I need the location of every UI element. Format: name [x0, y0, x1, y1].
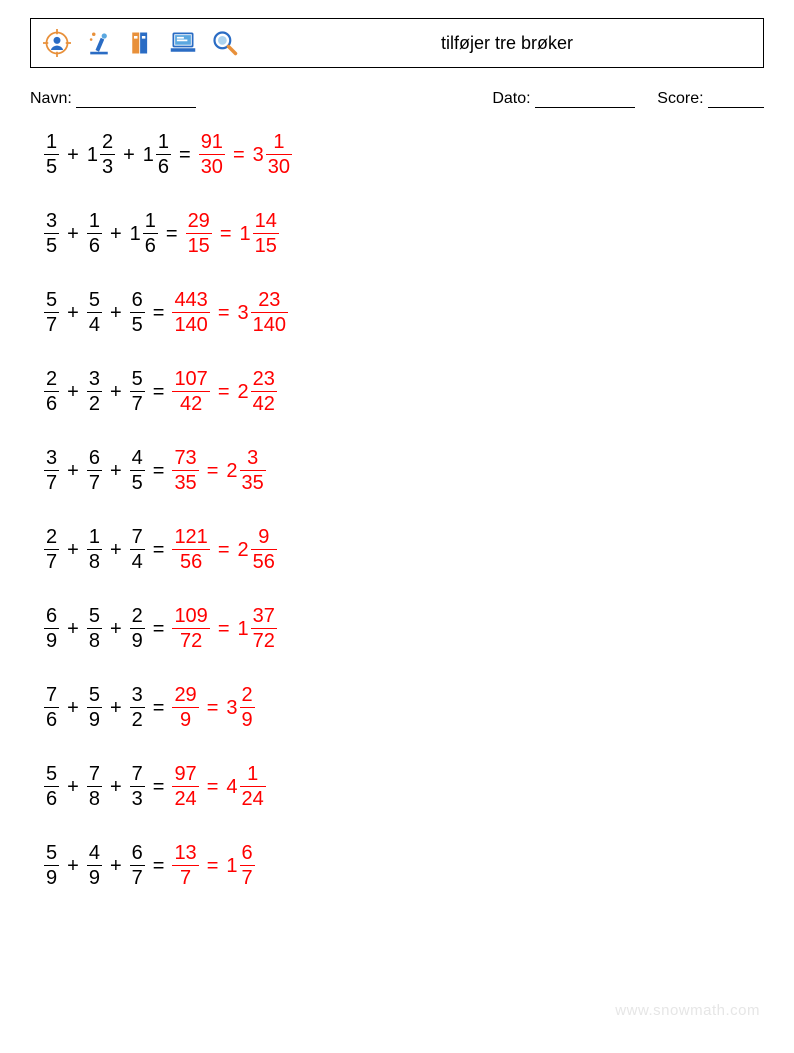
answer: 137=167: [172, 841, 254, 890]
books-icon: [127, 29, 155, 57]
magnifier-icon: [211, 29, 239, 57]
answer: 10972=13772: [172, 604, 276, 653]
laptop-icon: [169, 29, 197, 57]
date-label: Dato:: [492, 90, 530, 107]
info-row: Navn: Dato: Score:: [30, 90, 764, 108]
answer: 12156=2956: [172, 525, 276, 574]
microscope-icon: [85, 29, 113, 57]
score-label: Score:: [657, 90, 703, 107]
name-field: Navn:: [30, 90, 196, 108]
answer: 7335=2335: [172, 446, 265, 495]
answer: 9724=4124: [172, 762, 265, 811]
problem-row: 69+58+29=10972=13772: [44, 604, 292, 653]
problem-row: 35+16+116=2915=11415: [44, 209, 292, 258]
header-icons: [43, 29, 239, 57]
answer: 299=329: [172, 683, 254, 732]
problem-row: 37+67+45=7335=2335: [44, 446, 292, 495]
score-underline: [708, 91, 764, 108]
problem-row: 76+59+32=299=329: [44, 683, 292, 732]
worksheet-page: tilføjer tre brøker Navn: Dato: Score: 1…: [0, 0, 794, 1053]
date-score-fields: Dato: Score:: [492, 90, 764, 108]
date-underline: [535, 91, 635, 108]
answer: 2915=11415: [186, 209, 279, 258]
header-box: tilføjer tre brøker: [30, 18, 764, 68]
watermark: www.snowmath.com: [615, 1002, 760, 1019]
answer: 10742=22342: [172, 367, 276, 416]
problem-row: 26+32+57=10742=22342: [44, 367, 292, 416]
answer: 9130=3130: [199, 130, 292, 179]
problem-row: 59+49+67=137=167: [44, 841, 292, 890]
name-label: Navn:: [30, 90, 72, 107]
problems-list: 15+123+116=9130=3130 35+16+116=2915=11415…: [44, 130, 292, 890]
problem-row: 15+123+116=9130=3130: [44, 130, 292, 179]
problem-row: 27+18+74=12156=2956: [44, 525, 292, 574]
problem-row: 57+54+65=443140=323140: [44, 288, 292, 337]
answer: 443140=323140: [172, 288, 288, 337]
problem-row: 56+78+73=9724=4124: [44, 762, 292, 811]
name-underline: [76, 91, 196, 108]
person-target-icon: [43, 29, 71, 57]
